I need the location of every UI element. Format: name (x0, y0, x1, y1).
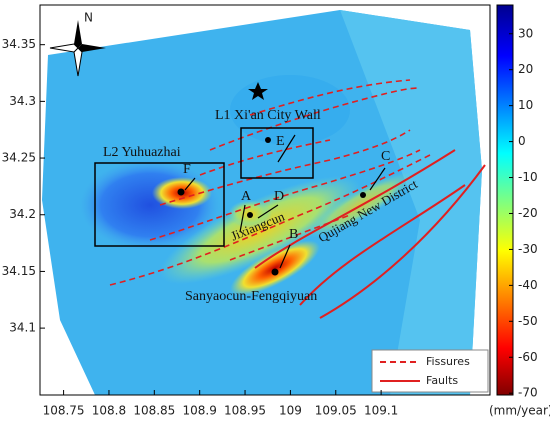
colorbar-tick-label: 20 (518, 62, 533, 76)
l1-box (240, 127, 314, 179)
compass: N (49, 11, 106, 77)
x-tick-label: 108.95 (224, 404, 266, 418)
arrows (184, 134, 386, 269)
legend-label: Faults (426, 374, 458, 387)
faults (254, 149, 486, 319)
colorbar-tick-label: 30 (518, 26, 533, 40)
star (248, 82, 268, 100)
colorbar-tick-label: -50 (518, 314, 538, 328)
legend-label: Fissures (426, 355, 470, 368)
x-tick-label: 109 (279, 404, 302, 418)
compass-label: N (84, 11, 93, 25)
axes-frame (39, 4, 491, 396)
y-tick-label: 34.25 (2, 151, 36, 165)
x-tick-label: 108.9 (182, 404, 216, 418)
colorbar-tick-label: -10 (518, 170, 538, 184)
colorbar-tick-label: 0 (518, 134, 526, 148)
label: L1 Xi'an City Wall (215, 108, 321, 123)
y-tick-label: 34.1 (9, 321, 36, 335)
colorbar-tick-label: 10 (518, 98, 533, 112)
colorbar-tick-label: -40 (518, 278, 538, 292)
colorbar-tick-label: -20 (518, 206, 538, 220)
colorbar (496, 4, 514, 396)
points (177, 137, 366, 276)
legend: Fissures Faults (371, 349, 489, 393)
x-tick-label: 109.1 (364, 404, 398, 418)
y-tick-label: 34.15 (2, 264, 36, 278)
l2-box (94, 162, 225, 247)
y-tick-label: 34.3 (9, 94, 36, 108)
label: A (241, 189, 252, 204)
colorbar-tick-label: -60 (518, 350, 538, 364)
label: F (183, 162, 191, 177)
label: C (381, 149, 390, 164)
x-tick-label: 108.75 (43, 404, 85, 418)
label: L2 Yuhuazhai (103, 145, 181, 160)
x-tick-label: 109.05 (315, 404, 357, 418)
deformation-map (42, 10, 482, 395)
colorbar-tick-label: -30 (518, 242, 538, 256)
label: E (276, 134, 285, 149)
fissures (109, 79, 431, 286)
y-tick-label: 34.35 (2, 37, 36, 51)
y-tick-label: 34.2 (9, 207, 36, 221)
label: B (289, 227, 298, 242)
x-tick-label: 108.85 (133, 404, 175, 418)
label: D (274, 189, 284, 204)
x-tick-label: 108.8 (92, 404, 126, 418)
colorbar-unit: (mm/year) (489, 404, 550, 418)
colorbar-tick-label: -70 (518, 386, 538, 400)
label: Sanyaocun-Fengqiyuan (185, 289, 317, 304)
